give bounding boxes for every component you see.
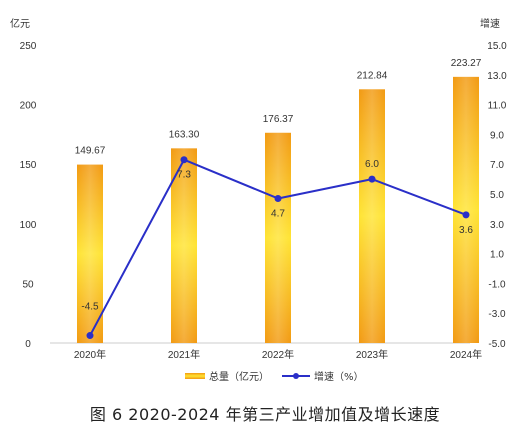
bar-sheen	[77, 164, 103, 343]
right-axis-unit: 增速	[480, 17, 500, 30]
x-tick-label: 2021年	[168, 348, 200, 361]
bar-series	[77, 76, 479, 344]
line-value-label: 7.3	[177, 170, 191, 181]
bar-value-label: 223.27	[451, 58, 482, 69]
left-tick-label: 250	[20, 41, 37, 52]
right-tick-label: 1.0	[490, 250, 504, 261]
x-tick-label: 2022年	[262, 348, 294, 361]
bar-sheen	[265, 132, 291, 343]
line-value-label: 3.6	[459, 225, 473, 236]
left-tick-label: 200	[20, 101, 37, 112]
line-point	[86, 332, 94, 340]
x-tick-label: 2024年	[450, 348, 482, 361]
legend-line-marker	[293, 373, 299, 379]
right-tick-label: 3.0	[490, 220, 504, 231]
line-value-label: -4.5	[81, 302, 99, 313]
line-point	[368, 175, 376, 183]
line-point	[274, 194, 282, 202]
left-axis-unit: 亿元	[10, 17, 30, 30]
bar-value-label: 212.84	[357, 70, 388, 81]
legend-line-label: 增速（%）	[314, 370, 364, 383]
bar-value-label: 176.37	[263, 114, 294, 125]
line-value-label: 4.7	[271, 208, 285, 219]
line-value-label: 6.0	[365, 159, 379, 170]
right-tick-label: 7.0	[490, 160, 504, 171]
bar-sheen	[171, 148, 197, 343]
right-tick-label: -5.0	[488, 339, 506, 350]
x-tick-label: 2020年	[74, 348, 106, 361]
legend-bar-label: 总量（亿元）	[209, 370, 269, 383]
legend-bar-swatch	[185, 373, 205, 379]
right-tick-label: 13.0	[487, 71, 507, 82]
left-tick-label: 100	[20, 220, 37, 231]
bar-sheen	[359, 89, 385, 343]
right-tick-label: 5.0	[490, 190, 504, 201]
left-tick-label: 0	[25, 339, 31, 350]
figure-caption: 图 6 2020-2024 年第三产业增加值及增长速度	[89, 405, 441, 424]
x-axis: 2020年 2021年 2022年 2023年 2024年	[74, 348, 482, 361]
bar-value-label: 149.67	[75, 146, 106, 157]
bar-value-label: 163.30	[169, 129, 200, 140]
bar-sheen	[453, 76, 479, 344]
right-axis: -5.0 -3.0 -1.0 1.0 3.0 5.0 7.0 9.0 11.0 13.0 15.0	[487, 41, 507, 350]
line-series	[86, 156, 470, 340]
right-tick-label: 11.0	[488, 101, 507, 112]
line-point	[180, 156, 188, 164]
right-tick-label: 15.0	[487, 41, 507, 52]
right-tick-label: 9.0	[490, 130, 504, 141]
right-tick-label: -3.0	[488, 309, 506, 320]
left-axis: 0 50 100 150 200 250	[20, 41, 37, 350]
line-data-labels: -4.5 7.3 4.7 6.0 3.6	[81, 159, 473, 312]
line-point	[462, 211, 470, 219]
left-tick-label: 150	[20, 160, 37, 171]
bar-data-labels: 149.67 163.30 176.37 212.84 223.27	[75, 58, 482, 157]
chart: 亿元 增速 0 50 100 150 200 250 -5.0 -3.0 -1.0 1.0 3.0…	[10, 17, 507, 383]
x-tick-label: 2023年	[356, 348, 388, 361]
right-tick-label: -1.0	[488, 279, 506, 290]
left-tick-label: 50	[22, 279, 34, 290]
legend: 总量（亿元） 增速（%）	[185, 370, 364, 383]
